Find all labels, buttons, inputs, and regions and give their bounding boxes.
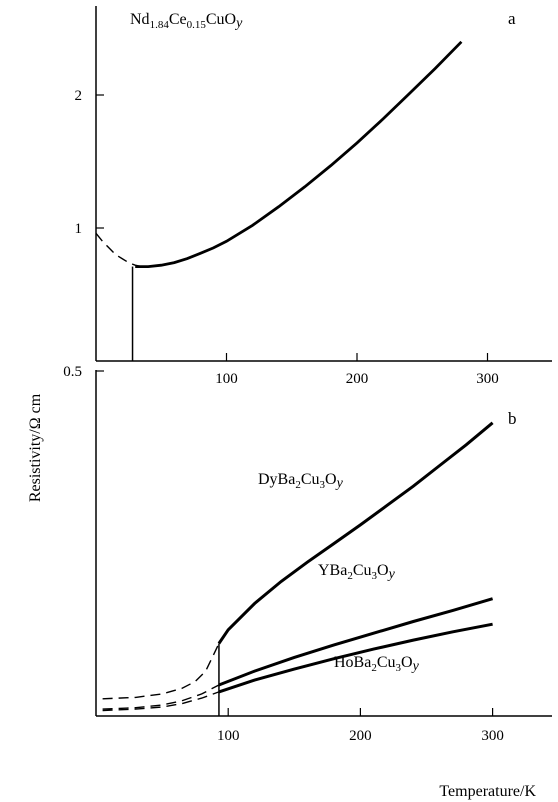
- x-tick-label: 300: [476, 371, 499, 387]
- formula-part: 2: [347, 570, 353, 582]
- formula-part: O: [325, 471, 337, 488]
- series-hoba2cu3oy-dashed: [102, 691, 220, 712]
- panel-a-curve-solid: [135, 40, 463, 268]
- formula-part: 2: [371, 662, 377, 674]
- series-dyba2cu3oy-solid: [217, 421, 494, 645]
- formula-part: y: [335, 476, 344, 491]
- formula-part: Cu: [377, 654, 396, 671]
- series-label-dyba2cu3oy: DyBa2Cu3Oy: [258, 471, 344, 491]
- panel-b-x-ticks: 100 200 300: [217, 708, 504, 744]
- x-tick-label: 100: [217, 728, 240, 744]
- formula-part: 3: [320, 479, 326, 491]
- y-tick-label: 0.5: [63, 364, 82, 380]
- y-tick-label: 1: [75, 221, 83, 237]
- formula-part: CuO: [206, 11, 236, 28]
- x-tick-label: 200: [349, 728, 372, 744]
- series-yba2cu3oy-dashed: [102, 684, 220, 710]
- formula-part: Cu: [301, 471, 320, 488]
- formula-part: HoBa: [334, 654, 371, 671]
- x-tick-label: 200: [346, 371, 369, 387]
- series-dyba2cu3oy-dashed: [102, 643, 220, 700]
- panel-b-series: [102, 421, 494, 712]
- formula-part: y: [234, 16, 243, 31]
- formula-part: 0.15: [187, 19, 207, 31]
- formula-part: Nd: [130, 11, 150, 28]
- series-label-yba2cu3oy: YBa2Cu3Oy: [318, 562, 396, 582]
- formula-part: 2: [295, 479, 301, 491]
- panel-b-letter: b: [508, 409, 517, 428]
- formula-part: 1.84: [150, 19, 170, 31]
- panel-a: 100 200 300 12 a Nd1.84Ce0.15CuOy: [75, 6, 552, 387]
- panel-a-curve-dashed: [95, 232, 142, 268]
- panel-a-x-ticks: 100 200 300: [215, 353, 499, 387]
- panel-a-y-ticks: 12: [75, 88, 104, 237]
- formula-part: 3: [396, 662, 402, 674]
- formula-part: Ce: [169, 11, 187, 28]
- x-tick-label: 300: [481, 728, 504, 744]
- series-label-hoba2cu3oy: HoBa2Cu3Oy: [334, 654, 420, 674]
- panel-b: 100 200 300 0.5 b DyBa2Cu3OyYBa2Cu3OyHoBa2…: [63, 364, 552, 800]
- panel-a-letter: a: [508, 9, 516, 28]
- formula-part: 3: [372, 570, 378, 582]
- shared-y-axis-label: Resistivity/Ω cm: [27, 393, 44, 502]
- formula-part: O: [401, 654, 413, 671]
- formula-part: y: [387, 567, 396, 582]
- formula-part: y: [411, 659, 420, 674]
- formula-part: O: [377, 562, 389, 579]
- x-tick-label: 100: [215, 371, 238, 387]
- y-tick-label: 2: [75, 88, 83, 104]
- series-yba2cu3oy-solid: [218, 597, 494, 687]
- formula-part: DyBa: [258, 471, 295, 488]
- panel-a-series: [95, 40, 463, 268]
- panel-b-x-axis-label: Temperature/K: [439, 783, 536, 800]
- panel-a-compound-label: Nd1.84Ce0.15CuOy: [130, 11, 243, 31]
- panel-b-y-ticks: 0.5: [63, 364, 104, 380]
- series-hoba2cu3oy-solid: [218, 622, 493, 694]
- formula-part: Cu: [353, 562, 372, 579]
- formula-part: YBa: [318, 562, 347, 579]
